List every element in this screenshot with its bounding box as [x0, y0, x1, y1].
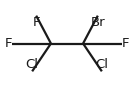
Text: Br: Br — [90, 16, 105, 29]
Text: Cl: Cl — [26, 58, 39, 71]
Text: F: F — [32, 16, 40, 29]
Text: Cl: Cl — [95, 58, 108, 71]
Text: F: F — [122, 37, 129, 50]
Text: F: F — [5, 37, 12, 50]
